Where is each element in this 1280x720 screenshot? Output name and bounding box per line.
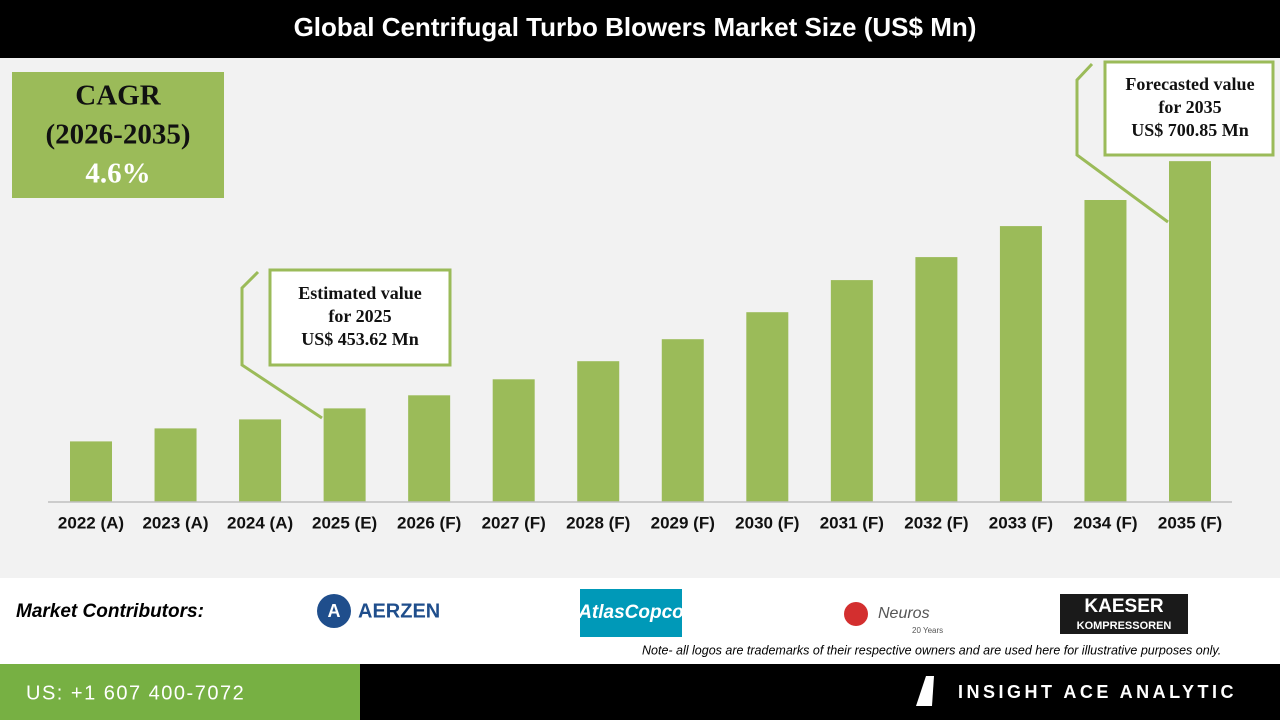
callout-line: US$ 453.62 Mn bbox=[301, 329, 419, 349]
x-tick-label: 2023 (A) bbox=[142, 513, 208, 532]
logo-text: KAESER bbox=[1084, 596, 1163, 617]
cagr-period: (2026-2035) bbox=[46, 119, 191, 151]
phone: US: +1 607 400-7072 bbox=[26, 682, 245, 704]
callout-leader bbox=[240, 270, 323, 420]
plot: 2022 (A) 2023 (A) 2024 (A) 2025 (E) 2026 (F)… bbox=[58, 161, 1222, 532]
bar bbox=[323, 408, 366, 502]
bar bbox=[915, 257, 958, 502]
bar bbox=[746, 312, 789, 502]
logo-box bbox=[1060, 594, 1188, 634]
callout-line: US$ 700.85 Mn bbox=[1131, 120, 1249, 140]
x-tick-label: 2031 (F) bbox=[820, 513, 884, 532]
x-tick-label: 2026 (F) bbox=[397, 513, 461, 532]
x-tick-label: 2033 (F) bbox=[989, 513, 1053, 532]
x-tick-label: 2022 (A) bbox=[58, 513, 124, 532]
phone-panel bbox=[0, 664, 360, 720]
callout-line: Forecasted value bbox=[1125, 74, 1254, 94]
callout-leader bbox=[1075, 62, 1169, 224]
callout-line: for 2025 bbox=[328, 306, 391, 326]
logo-text: AtlasCopco bbox=[577, 602, 684, 623]
x-tick-label: 2025 (E) bbox=[312, 513, 377, 532]
callout-box bbox=[268, 268, 452, 367]
x-tick-label: 2029 (F) bbox=[651, 513, 715, 532]
logo-text: 20 Years bbox=[912, 626, 943, 635]
note: Note- all logos are trademarks of their … bbox=[642, 643, 1221, 657]
logo-text: Neuros bbox=[878, 605, 930, 622]
bar bbox=[70, 441, 112, 502]
x-tick-label: 2034 (F) bbox=[1073, 513, 1137, 532]
bar bbox=[492, 379, 535, 502]
bar bbox=[239, 419, 282, 502]
bar bbox=[661, 339, 704, 502]
x-tick-label: 2027 (F) bbox=[482, 513, 546, 532]
callout-text: Estimated value for 2025 US$ 453.62 Mn bbox=[298, 283, 422, 349]
callout-box bbox=[1103, 60, 1275, 157]
callout-text: Forecasted value for 2035 US$ 700.85 Mn bbox=[1125, 74, 1254, 140]
x-tick-label: 2030 (F) bbox=[735, 513, 799, 532]
title-bar bbox=[0, 0, 1280, 58]
logo-text: KOMPRESSOREN bbox=[1077, 620, 1172, 632]
bar bbox=[999, 226, 1042, 502]
cagr-label: CAGR bbox=[75, 80, 161, 112]
bar bbox=[154, 428, 197, 502]
chart-title: Global Centrifugal Turbo Blowers Market … bbox=[294, 12, 977, 42]
x-tick-label: 2024 (A) bbox=[227, 513, 293, 532]
bar bbox=[1169, 161, 1211, 502]
logo-icon bbox=[844, 602, 868, 626]
logo-icon bbox=[317, 594, 351, 628]
brand: INSIGHT ACE ANALYTIC bbox=[958, 682, 1237, 702]
cagr-value: 4.6% bbox=[85, 158, 150, 190]
bar bbox=[1084, 200, 1127, 502]
bar bbox=[577, 361, 620, 502]
callout-line: Estimated value bbox=[298, 283, 422, 303]
logo-text: AERZEN bbox=[358, 600, 440, 622]
x-tick-label: 2032 (F) bbox=[904, 513, 968, 532]
bar bbox=[830, 280, 873, 502]
x-tick-label: 2028 (F) bbox=[566, 513, 630, 532]
x-tick-label: 2035 (F) bbox=[1158, 513, 1222, 532]
contributors-label: Market Contributors: bbox=[16, 601, 204, 622]
cagr-box bbox=[12, 72, 224, 198]
logo-icon-glyph: A bbox=[328, 601, 341, 621]
brand-icon bbox=[916, 676, 934, 706]
logo-box bbox=[580, 589, 682, 637]
bar bbox=[408, 395, 451, 502]
callout-line: for 2035 bbox=[1158, 97, 1221, 117]
